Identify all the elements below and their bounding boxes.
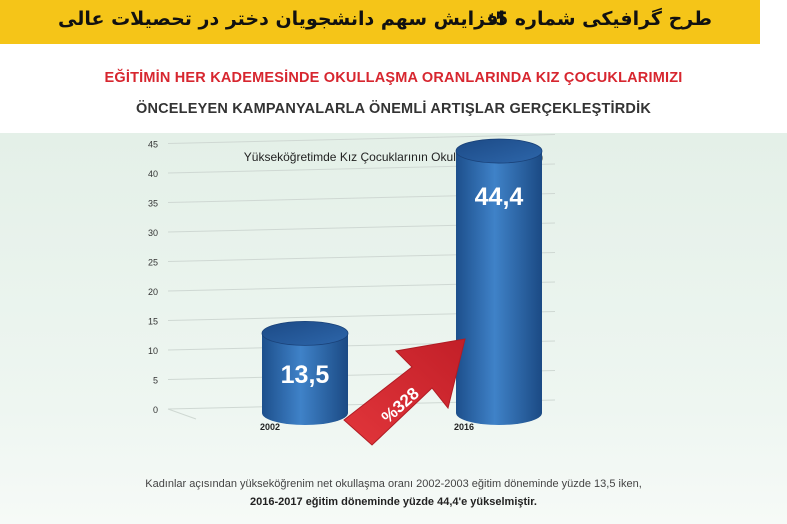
y-tick-label: 35 [148,199,158,209]
floor-line [167,408,197,420]
headline-line2: ÖNCELEYEN KAMPANYALARLA ÖNEMLİ ARTIŞLAR … [135,101,652,117]
bar-body [456,151,542,425]
y-tick-label: 25 [148,258,158,268]
growth-arrow-shape [343,338,466,446]
footnote-line2: 2016-2017 eğitim döneminde yüzde 44,4'e … [250,496,537,508]
title-banner: طرح گرافیکی شماره 5: افزایش سهم دانشجویا… [0,0,760,44]
growth-arrow: %328 [343,338,466,446]
x-tick-label: 2002 [260,422,280,432]
banner-title-part2: افزایش سهم دانشجویان دختر در تحصیلات عال… [58,8,505,30]
x-tick-label: 2016 [454,422,474,432]
bar-value-label: 44,4 [475,183,524,211]
x-axis-labels: 2002 2016 [260,422,474,432]
y-axis-ticks: 0 5 10 15 20 25 30 35 40 45 [148,140,158,416]
gridline [167,134,556,144]
y-tick-label: 10 [148,346,158,356]
footnote-line1: Kadınlar açısından yükseköğrenim net oku… [145,478,642,490]
bar-body [262,333,348,425]
bar-top [261,320,349,346]
y-tick-label: 20 [148,287,158,297]
y-tick-label: 40 [148,169,158,179]
bars: 13,5 44,4 [261,138,543,425]
bar-chart: 0 5 10 15 20 25 30 35 40 45 13,5 44,4 %328 2002 201… [148,134,556,446]
y-tick-label: 15 [148,317,158,327]
bar-value-label: 13,5 [281,361,330,389]
banner-title-part1: طرح گرافیکی شماره 5: [487,8,712,30]
y-tick-label: 5 [153,376,158,386]
bar-top [455,138,543,164]
bar-2016: 44,4 [455,138,543,425]
headline-line1: EĞİTİMİN HER KADEMESİNDE OKULLAŞMA ORANL… [104,70,683,86]
y-tick-label: 30 [148,228,158,238]
chart-panel [0,133,787,524]
bar-2002: 13,5 [261,320,349,425]
y-tick-label: 0 [153,405,158,415]
y-tick-label: 45 [148,140,158,150]
